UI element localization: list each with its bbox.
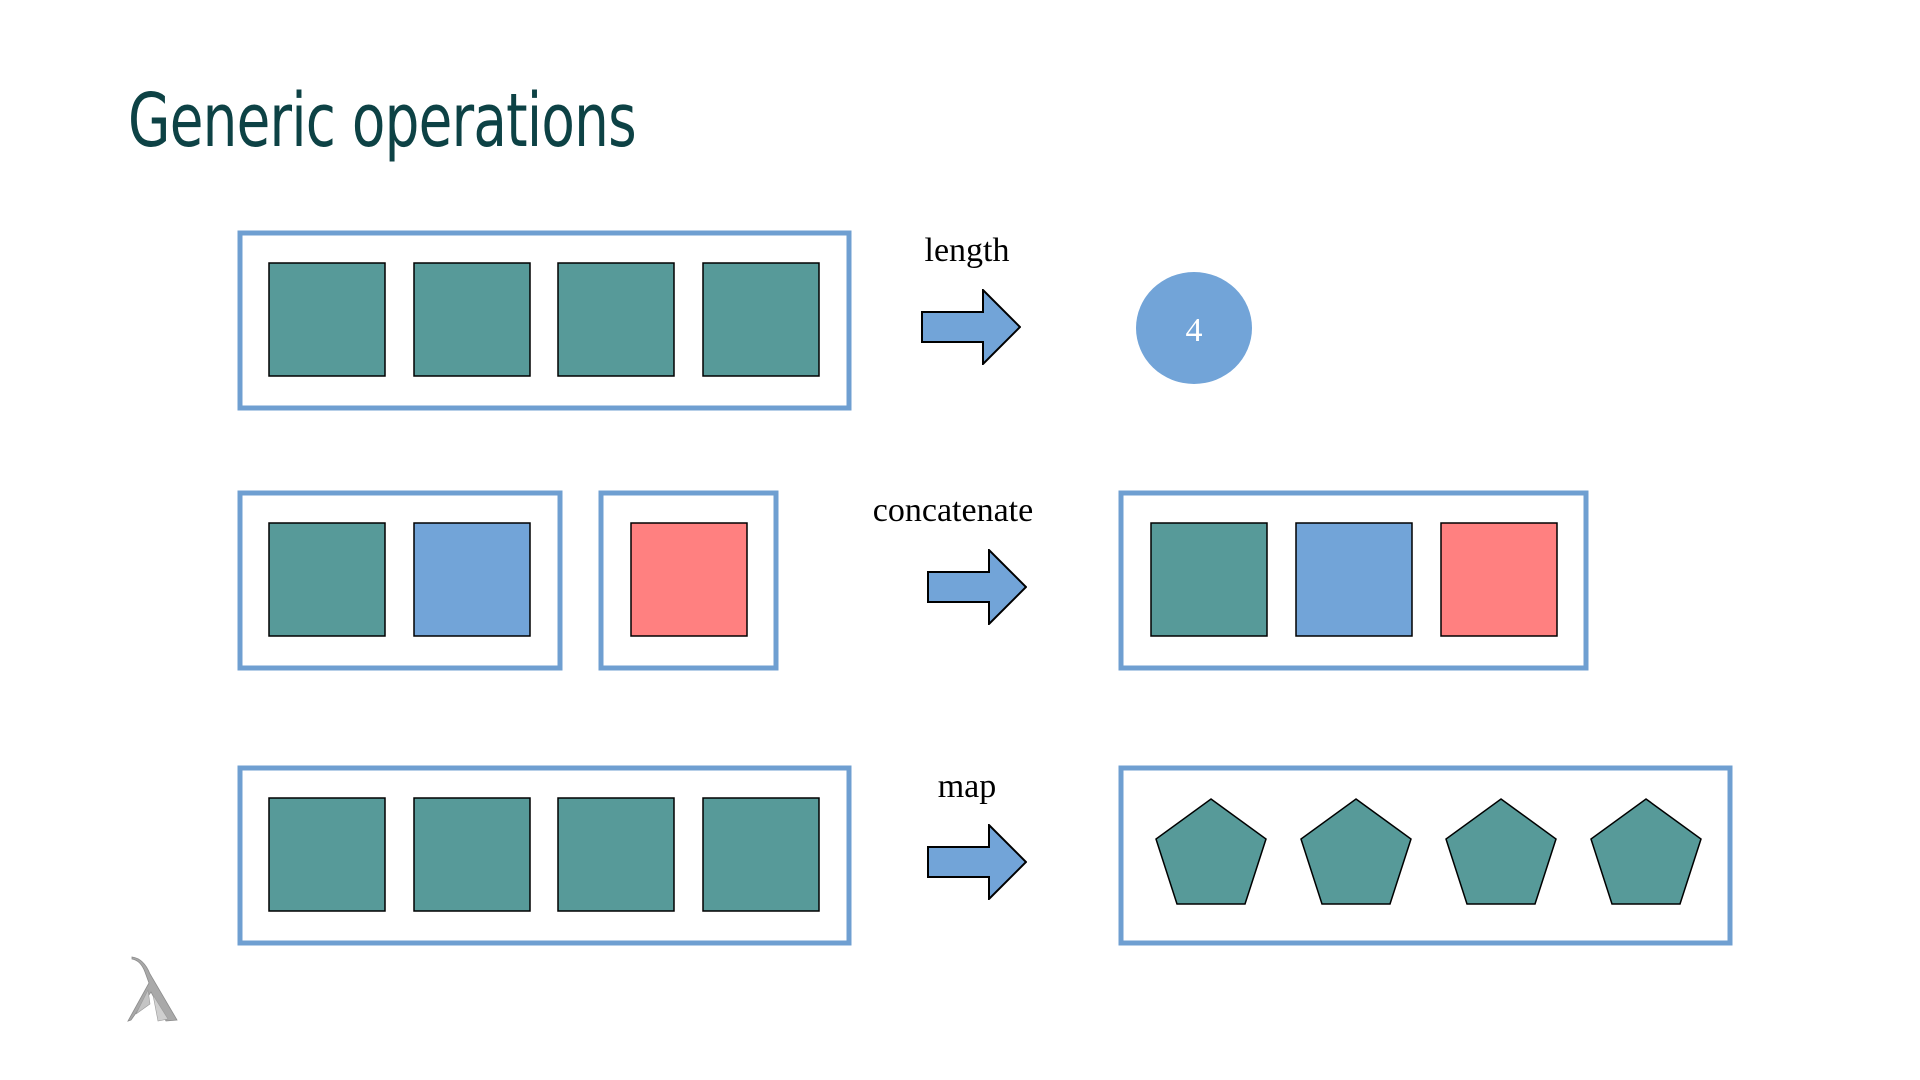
count-circle bbox=[1136, 272, 1252, 384]
teal-pentagon bbox=[1590, 798, 1702, 905]
teal-square bbox=[702, 797, 820, 912]
length-result-value: 4 bbox=[1186, 312, 1203, 349]
length-input-list bbox=[237, 230, 852, 411]
concatenate-result-list bbox=[1118, 490, 1589, 671]
blue-square bbox=[1295, 522, 1413, 637]
concatenate-input-list-b bbox=[598, 490, 779, 671]
red-square bbox=[1440, 522, 1558, 637]
teal-square bbox=[1150, 522, 1268, 637]
length-operation: length 4 bbox=[237, 230, 1252, 411]
red-square bbox=[630, 522, 748, 637]
teal-square bbox=[557, 262, 675, 377]
map-arrow-icon bbox=[927, 824, 1027, 900]
concatenate-input-list-a bbox=[237, 490, 563, 671]
teal-square bbox=[268, 522, 386, 637]
blue-square bbox=[413, 522, 531, 637]
length-label: length bbox=[925, 232, 1010, 269]
length-result: 4 bbox=[1136, 272, 1252, 384]
slide-title: Generic operations bbox=[128, 78, 637, 164]
concatenate-label: concatenate bbox=[873, 492, 1033, 529]
concatenate-arrow-icon bbox=[927, 549, 1027, 625]
teal-pentagon bbox=[1445, 798, 1557, 905]
teal-pentagon bbox=[1155, 798, 1267, 905]
teal-square bbox=[413, 262, 531, 377]
concatenate-operation: concatenate bbox=[237, 490, 1589, 671]
map-operation: map bbox=[237, 765, 1733, 946]
teal-square bbox=[268, 262, 386, 377]
map-input-list bbox=[237, 765, 852, 946]
teal-square bbox=[702, 262, 820, 377]
teal-square bbox=[413, 797, 531, 912]
lambda-logo-icon bbox=[127, 956, 178, 1022]
teal-pentagon bbox=[1300, 798, 1412, 905]
map-result-list bbox=[1118, 765, 1733, 946]
teal-square bbox=[268, 797, 386, 912]
teal-square bbox=[557, 797, 675, 912]
length-arrow-icon bbox=[921, 289, 1021, 365]
map-label: map bbox=[938, 768, 997, 805]
